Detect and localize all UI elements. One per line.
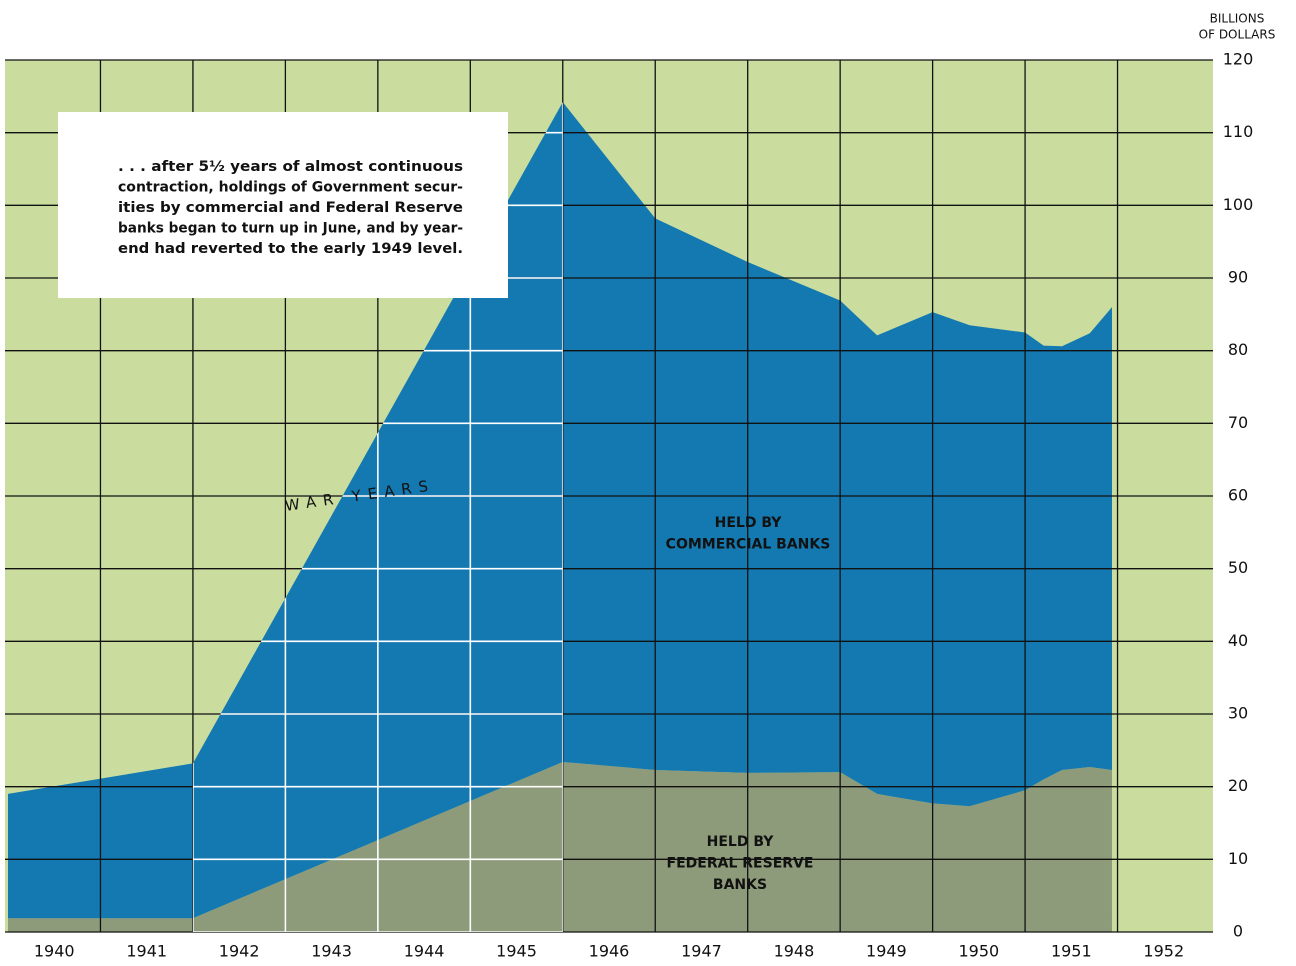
y-tick-label: 40	[1228, 631, 1248, 650]
y-axis-title: OF DOLLARS	[1199, 28, 1276, 42]
y-tick-label: 80	[1228, 340, 1248, 359]
series-label: COMMERCIAL BANKS	[666, 537, 831, 553]
area	[8, 761, 1112, 932]
x-tick-label: 1940	[34, 942, 75, 961]
x-tick-label: 1944	[404, 942, 445, 961]
y-tick-label: 10	[1228, 849, 1248, 868]
x-tick-label: 1948	[774, 942, 815, 961]
series-label: FEDERAL RESERVE	[667, 856, 814, 872]
y-tick-label: 90	[1228, 268, 1248, 287]
y-tick-label: 100	[1223, 195, 1254, 214]
annotation: contraction, holdings of Government secu…	[118, 180, 463, 196]
x-tick-label: 1946	[589, 942, 630, 961]
y-tick-label: 110	[1223, 122, 1254, 141]
annotation: . . . after 5½ years of almost continuou…	[118, 159, 463, 175]
x-tick-label: 1950	[958, 942, 999, 961]
x-tick-label: 1942	[219, 942, 260, 961]
y-tick-label: 20	[1228, 776, 1248, 795]
annotation: end had reverted to the early 1949 level…	[118, 241, 463, 257]
x-tick-label: 1943	[311, 942, 352, 961]
y-tick-label: 70	[1228, 413, 1248, 432]
x-tick-label: 1952	[1143, 942, 1184, 961]
x-tick-label: 1947	[681, 942, 722, 961]
annotation: ities by commercial and Federal Reserve	[118, 200, 463, 216]
series-label: HELD BY	[715, 515, 783, 531]
y-tick-label: 60	[1228, 486, 1248, 505]
annotation: banks began to turn up in June, and by y…	[118, 221, 463, 237]
y-tick-label: 0	[1233, 922, 1243, 941]
series-label: BANKS	[713, 877, 767, 893]
y-tick-label: 50	[1228, 558, 1248, 577]
annotation-box	[58, 112, 508, 298]
x-tick-label: 1941	[126, 942, 167, 961]
x-tick-label: 1951	[1051, 942, 1092, 961]
x-tick-label: 1949	[866, 942, 907, 961]
x-tick-label: 1945	[496, 942, 537, 961]
y-tick-label: 30	[1228, 704, 1248, 723]
series-label: HELD BY	[707, 834, 775, 850]
y-axis-title: BILLIONS	[1210, 12, 1265, 26]
y-tick-label: 120	[1223, 50, 1254, 69]
